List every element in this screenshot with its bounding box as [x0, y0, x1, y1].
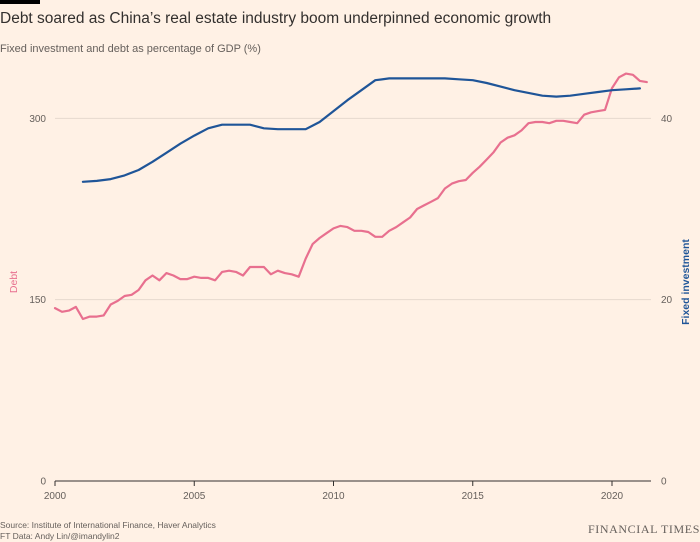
- series-line-debt: [53, 72, 648, 321]
- x-tick-label-2010: 2010: [322, 491, 345, 502]
- y-right-axis-label: Fixed investment: [680, 239, 692, 325]
- x-tick-label-2000: 2000: [44, 491, 67, 502]
- y-left-tick-label-0: 0: [40, 477, 46, 488]
- y-right-tick-label-20: 20: [661, 295, 673, 306]
- credit-text: FT Data: Andy Lin/@imandylin2: [0, 531, 120, 541]
- y-left-tick-label-300: 300: [29, 114, 46, 125]
- ft-logo: FINANCIAL TIMES: [587, 522, 700, 536]
- chart-subtitle: Fixed investment and debt as percentage …: [0, 43, 261, 55]
- source-text: Source: Institute of International Finan…: [0, 520, 216, 530]
- source-note: Source: Institute of International Finan…: [0, 520, 216, 542]
- series-line-fixed-investment: [81, 77, 642, 183]
- x-tick-label-2015: 2015: [462, 491, 485, 502]
- chart-title: Debt soared as China’s real estate indus…: [0, 10, 552, 27]
- y-right-tick-label-40: 40: [661, 114, 673, 125]
- x-tick-label-2020: 2020: [601, 491, 624, 502]
- x-tick-label-2005: 2005: [183, 491, 206, 502]
- top-rule: [0, 0, 40, 4]
- y-left-axis-label: Debt: [8, 271, 20, 293]
- y-right-tick-label-0: 0: [661, 477, 667, 488]
- y-left-tick-label-150: 150: [29, 295, 46, 306]
